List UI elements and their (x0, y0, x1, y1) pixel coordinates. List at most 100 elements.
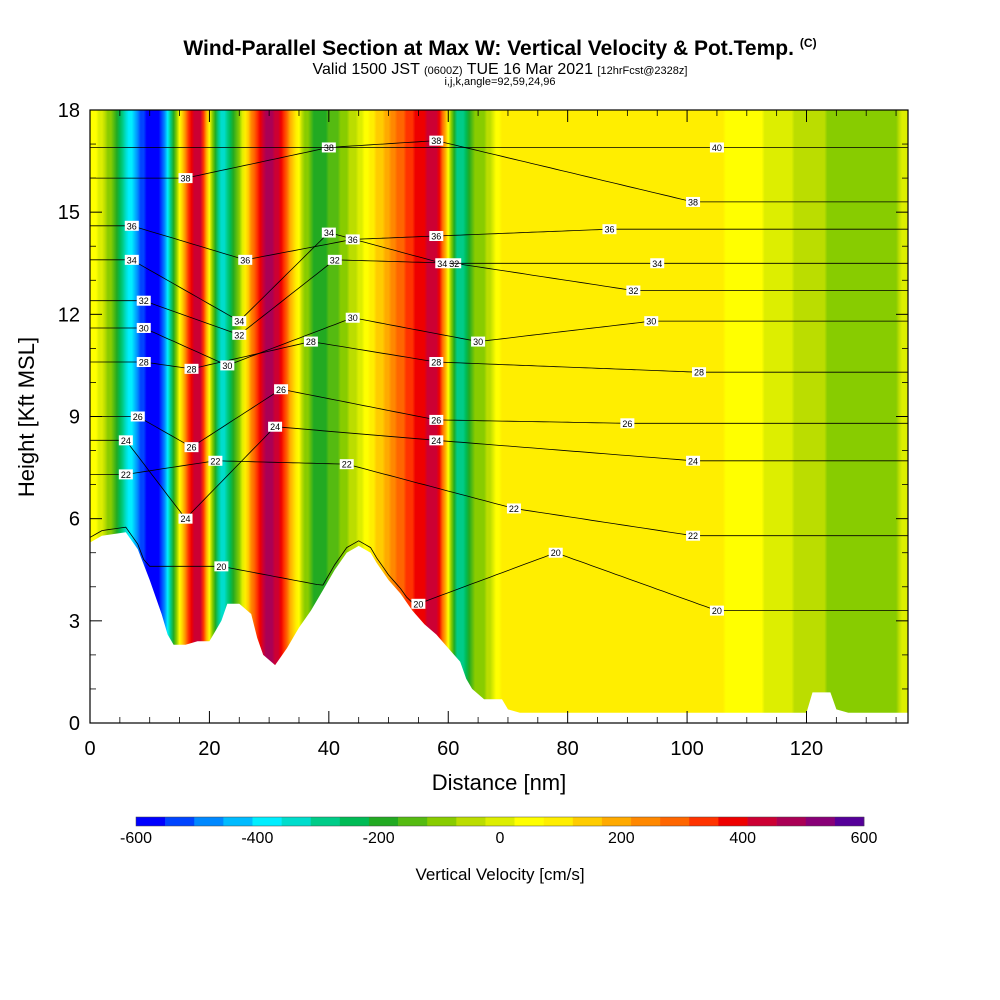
isentrope-label-text: 30 (139, 323, 149, 333)
x-tick-label: 60 (437, 738, 459, 760)
isentrope-36 (90, 225, 908, 261)
y-tick-label: 18 (58, 100, 80, 122)
isentrope-label-bg (626, 285, 641, 296)
isentrope-label-28: 28 (303, 336, 318, 347)
isentrope-label-36: 36 (345, 234, 360, 245)
isentrope-label-text: 22 (688, 531, 698, 541)
colorbar-swatch (689, 817, 719, 826)
isentrope-label-bg (692, 367, 707, 378)
isentrope-label-text: 32 (139, 296, 149, 306)
isentrope-label-bg (686, 196, 701, 207)
isentrope-label-bg (184, 442, 199, 453)
colorbar-swatch (194, 817, 224, 826)
isentrope-label-text: 34 (324, 228, 334, 238)
isentrope-label-bg (429, 414, 444, 425)
isentrope-label-30: 30 (136, 322, 151, 333)
isentrope-label-bg (136, 322, 151, 333)
isentrope-label-22: 22 (506, 503, 521, 514)
y-tick-label: 12 (58, 304, 80, 326)
isentrope-label-bg (548, 547, 563, 558)
isentrope-label-30: 30 (345, 312, 360, 323)
colorbar-swatch (543, 817, 574, 826)
colorbar-label: -200 (363, 830, 395, 847)
isentrope-label-text: 24 (270, 422, 280, 432)
x-tick-label: 0 (84, 738, 95, 760)
copyright-mark: (C) (799, 36, 817, 50)
isentrope-label-text: 34 (127, 255, 137, 265)
isentrope-label-text: 20 (712, 606, 722, 616)
x-tick-label: 20 (198, 738, 220, 760)
isentrope-label-30: 30 (644, 316, 659, 327)
isentrope-label-text: 24 (688, 456, 698, 466)
isentrope-label-text: 34 (437, 259, 447, 269)
colorbar-swatch (747, 817, 777, 826)
colorbar-label: -400 (241, 830, 273, 847)
isentrope-label-bg (130, 411, 145, 422)
isentrope-label-32: 32 (136, 295, 151, 306)
isentrope-label-36: 36 (429, 231, 444, 242)
isentrope-label-text: 22 (210, 456, 220, 466)
isentrope-label-28: 28 (429, 357, 444, 368)
isentrope-label-text: 38 (431, 136, 441, 146)
isentrope-label-bg (118, 469, 133, 480)
colorbar-swatch (339, 817, 370, 826)
isentrope-label-34: 34 (321, 227, 336, 238)
isentropes: 20 20 20 20 22 22 22 22 22 24 24 24 24 24 26 26 26 26 26 28… (90, 135, 908, 616)
colorbar-swatch (601, 817, 632, 826)
isentrope-label-text: 38 (688, 197, 698, 207)
isentrope-label-bg (429, 435, 444, 446)
isentrope-label-bg (709, 605, 724, 616)
valid-date: TUE 16 Mar 2021 (466, 61, 593, 78)
colorbar-swatch (368, 817, 399, 826)
isentrope-label-text: 26 (133, 412, 143, 422)
colorbar-swatch (572, 817, 603, 826)
colorbar-swatch (514, 817, 544, 826)
colorbar-frame (135, 816, 865, 827)
isentrope-label-bg (620, 418, 635, 429)
colorbar-swatch (165, 817, 195, 826)
isentrope-label-text: 36 (431, 232, 441, 242)
isentrope-label-26: 26 (184, 442, 199, 453)
isentrope-label-20: 20 (709, 605, 724, 616)
colorbar-swatch (834, 817, 865, 826)
colorbar-swatch (718, 817, 748, 826)
colorbar-title: Vertical Velocity [cm/s] (415, 865, 584, 884)
isentrope-label-32: 32 (626, 285, 641, 296)
isentrope-label-text: 22 (121, 470, 131, 480)
isentrope-label-38: 38 (178, 173, 193, 184)
isentrope-label-20: 20 (411, 598, 426, 609)
isentrope-label-bg (339, 459, 354, 470)
colorbar-swatch (136, 817, 166, 826)
isentrope-label-text: 20 (216, 562, 226, 572)
y-tick-label: 15 (58, 202, 80, 224)
plot-area: 20 20 20 20 22 22 22 22 22 24 24 24 24 24 26 26 26 26 26 28… (90, 110, 908, 723)
chart-title: Wind-Parallel Section at Max W: Vertical… (0, 36, 1000, 61)
y-axis-title: Height [Kft MSL] (14, 337, 39, 497)
chart-title-text: Wind-Parallel Section at Max W: Vertical… (183, 37, 794, 60)
isentrope-label-bg (602, 224, 617, 235)
isentrope-label-22: 22 (339, 459, 354, 470)
colorbar-swatch (427, 817, 457, 826)
isentrope-label-bg (232, 316, 247, 327)
isentrope-label-text: 22 (342, 460, 352, 470)
colorbar-swatch (281, 817, 312, 826)
isentrope-label-bg (429, 357, 444, 368)
isentrope-label-36: 36 (602, 224, 617, 235)
chart-subtitle: Valid 1500 JST (0600Z) TUE 16 Mar 2021 [… (0, 61, 1000, 79)
colorbar-swatch (456, 817, 486, 826)
colorbar-label: 400 (729, 830, 756, 847)
isentrope-label-bg (506, 503, 521, 514)
isentrope-label-text: 26 (622, 419, 632, 429)
isentrope-38 (90, 140, 908, 203)
isentrope-label-24: 24 (686, 455, 701, 466)
colorbar-label: 200 (608, 830, 635, 847)
isentrope-label-28: 28 (692, 367, 707, 378)
colorbar-swatch (805, 817, 836, 826)
isentrope-label-32: 32 (327, 254, 342, 265)
isentrope-label-28: 28 (184, 363, 199, 374)
isentrope-label-bg (327, 254, 342, 265)
isentrope-label-text: 32 (449, 259, 459, 269)
isentrope-label-bg (220, 360, 235, 371)
